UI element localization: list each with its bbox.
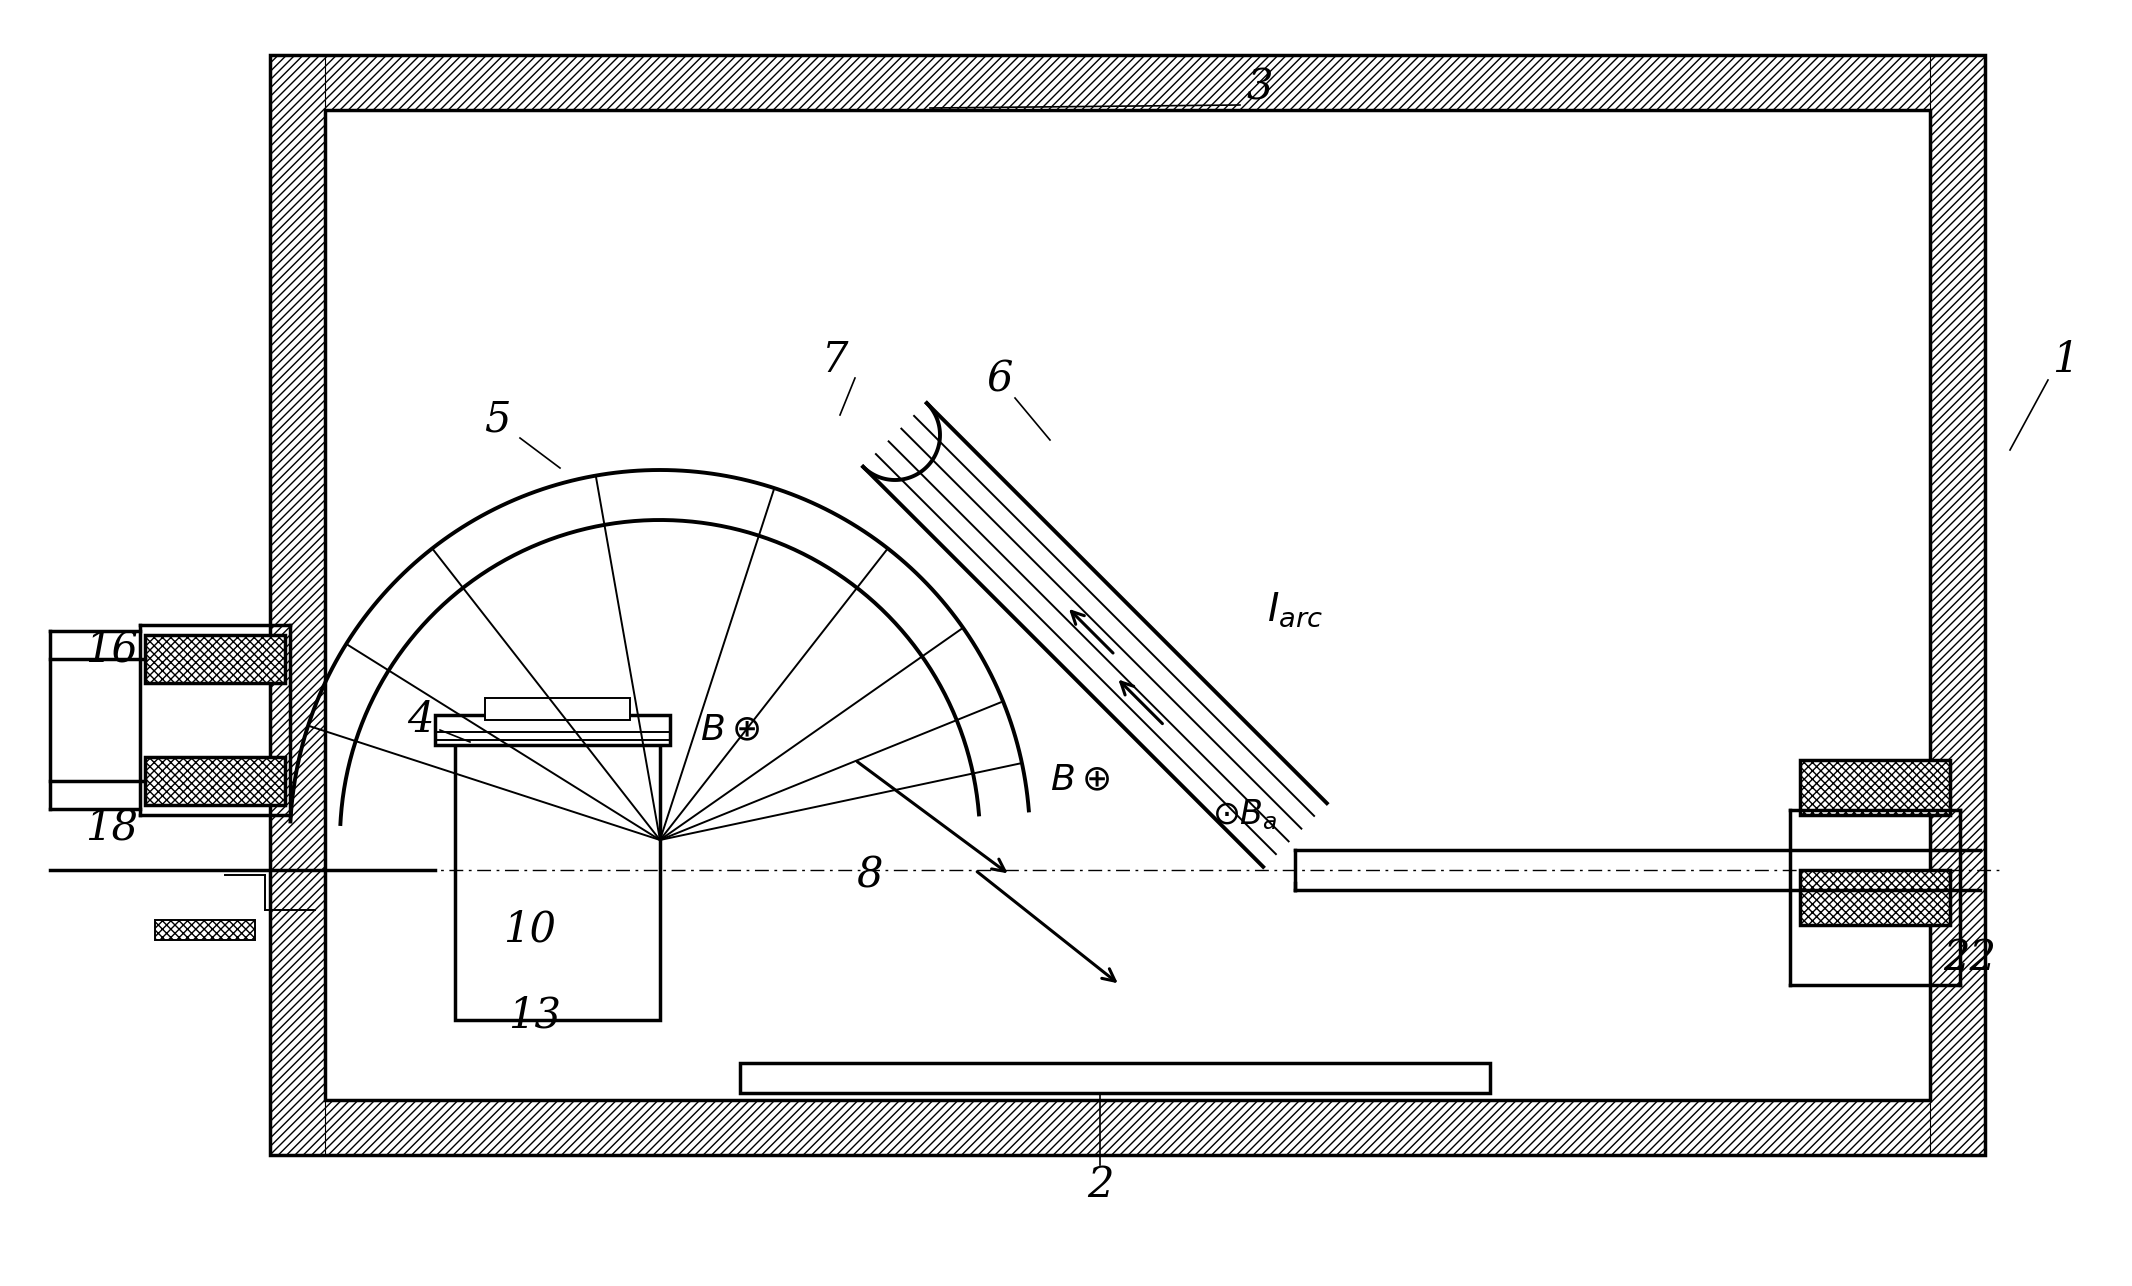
Text: $B\oplus$: $B\oplus$: [1049, 763, 1111, 797]
Text: $I_{arc}$: $I_{arc}$: [1266, 590, 1324, 629]
Bar: [1799, 760, 1951, 815]
Bar: [740, 1064, 1490, 1093]
Text: 6: 6: [987, 359, 1013, 401]
Bar: [271, 55, 324, 1155]
Bar: [145, 757, 286, 805]
Text: 1: 1: [2051, 340, 2079, 381]
Bar: [1929, 55, 1985, 1155]
Text: 4: 4: [407, 700, 433, 741]
Text: 8: 8: [857, 854, 883, 896]
Text: 2: 2: [1087, 1164, 1113, 1206]
Bar: [145, 635, 286, 683]
Bar: [271, 1100, 1985, 1155]
Bar: [156, 919, 256, 940]
Text: 5: 5: [484, 399, 510, 441]
Text: 10: 10: [503, 909, 556, 952]
Bar: [324, 111, 1929, 1100]
Text: 7: 7: [821, 340, 849, 381]
Text: $B\oplus$: $B\oplus$: [699, 712, 761, 747]
Bar: [454, 736, 661, 1020]
Text: $\odot B_a$: $\odot B_a$: [1213, 797, 1277, 832]
Text: 22: 22: [1944, 937, 1996, 979]
Text: 13: 13: [510, 994, 561, 1037]
Bar: [435, 715, 669, 745]
Bar: [1799, 871, 1951, 925]
Text: 16: 16: [85, 629, 139, 671]
Bar: [271, 55, 1985, 111]
Bar: [271, 55, 1985, 1155]
Text: 3: 3: [1247, 67, 1273, 109]
Bar: [484, 698, 629, 720]
Text: 18: 18: [85, 808, 139, 849]
